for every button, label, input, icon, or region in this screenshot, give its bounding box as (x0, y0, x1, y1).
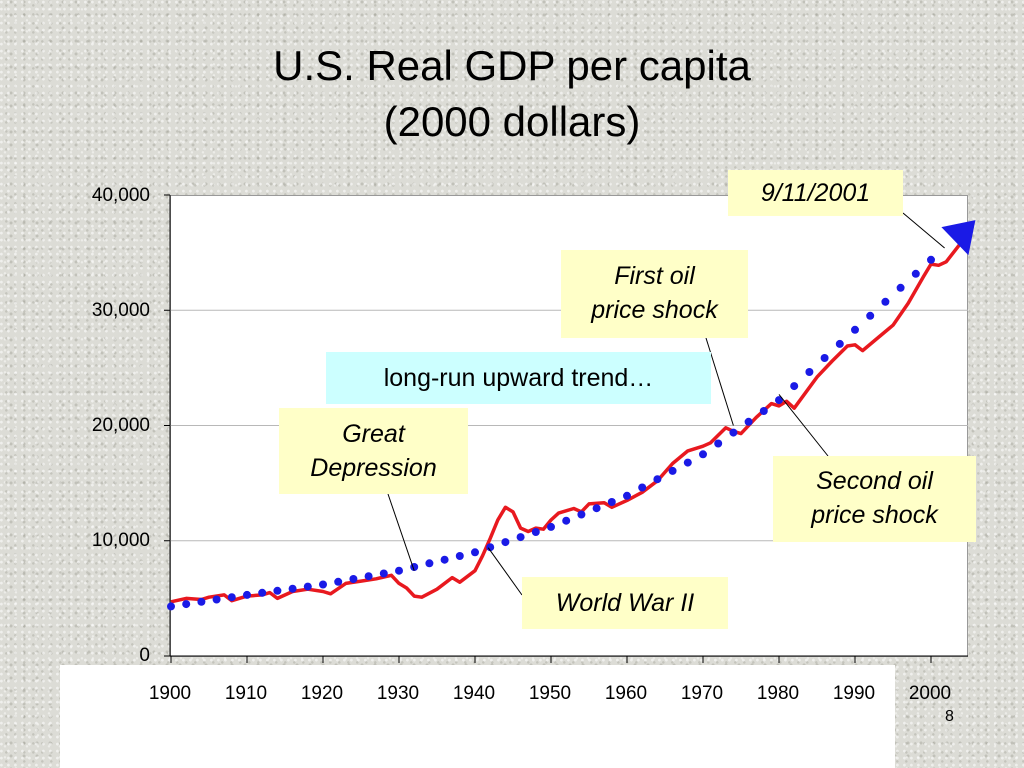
trend-dot (167, 602, 175, 611)
trend-dot (319, 580, 327, 589)
trend-dot (273, 586, 282, 595)
x-tick-label: 1990 (832, 683, 876, 704)
y-tick-label: 40,000 (91, 185, 150, 206)
trend-dot (607, 498, 616, 506)
trend-dot (364, 572, 373, 581)
trend-dot (927, 255, 935, 264)
trend-dot (790, 382, 799, 391)
trend-dot (744, 417, 753, 426)
x-tick-label: 1940 (452, 683, 496, 704)
callout-long-run-trend: long-run upward trend… (326, 352, 711, 404)
callout-first-oil-shock: First oil price shock (561, 250, 748, 338)
trend-arrowhead (941, 220, 976, 256)
trend-dot (896, 283, 905, 292)
x-tick-label: 1910 (224, 683, 268, 704)
title-line-1: U.S. Real GDP per capita (273, 42, 751, 89)
callout-first-oil-line2: price shock (591, 296, 718, 324)
trend-dot (212, 595, 221, 604)
trend-dot (243, 590, 251, 599)
callout-second-oil-line1: Second oil (816, 467, 933, 495)
trend-dot (699, 450, 707, 459)
leader-sept-11 (902, 212, 945, 249)
trend-dot (425, 559, 434, 568)
trend-dot (197, 597, 206, 606)
trend-dot (881, 297, 890, 306)
callout-first-oil-line1: First oil (614, 262, 695, 290)
x-tick-label: 1930 (376, 683, 420, 704)
trend-dot (683, 458, 692, 467)
gdp-series-line (170, 234, 971, 604)
trend-dot (577, 510, 586, 519)
trend-dot (227, 593, 236, 602)
trend-dot (258, 588, 267, 597)
trend-dot (820, 354, 829, 362)
bottom-panel (60, 665, 895, 768)
trend-dot (562, 516, 571, 525)
trend-dot (729, 428, 738, 437)
trend-dot (759, 407, 768, 415)
callout-second-oil-shock: Second oil price shock (773, 456, 976, 542)
trend-dot (395, 566, 403, 575)
trend-dot (638, 483, 647, 492)
x-tick-label: 1920 (300, 683, 344, 704)
title-line-2: (2000 dollars) (383, 98, 641, 145)
leader-world-war-ii (487, 547, 523, 596)
slide-title: U.S. Real GDP per capita (2000 dollars) (0, 38, 1024, 150)
trend-dot (379, 569, 388, 578)
y-tick-label: 0 (139, 645, 150, 666)
trend-dot (303, 582, 312, 591)
trend-dot (668, 466, 677, 475)
trend-dot (911, 269, 920, 278)
leader-second-oil (778, 394, 829, 457)
trend-dot (653, 475, 662, 484)
trend-dot (516, 533, 525, 542)
trend-dot (547, 522, 555, 531)
callout-great-depression-line1: Great (342, 420, 405, 448)
trend-dot (851, 325, 859, 334)
callout-great-depression: Great Depression (279, 408, 468, 494)
leader-great-depression (387, 493, 415, 571)
trend-dot (288, 584, 297, 593)
x-tick-label: 1950 (528, 683, 572, 704)
y-tick-label: 20,000 (91, 415, 150, 436)
callout-sept-11: 9/11/2001 (728, 170, 903, 216)
x-tick-label: 1970 (680, 683, 724, 704)
callout-world-war-ii: World War II (522, 577, 728, 629)
trend-dot (440, 555, 449, 564)
x-tick-label: 1960 (604, 683, 648, 704)
page-number: 8 (945, 708, 954, 725)
trend-dot (455, 552, 464, 560)
trend-dot (182, 600, 191, 609)
x-tick-label: 1900 (148, 683, 192, 704)
x-tick-label: 1980 (756, 683, 800, 704)
callout-great-depression-line2: Depression (310, 454, 437, 482)
trend-dot (805, 368, 814, 376)
trend-dot (334, 577, 343, 586)
trend-dot (714, 439, 723, 448)
trend-dot (501, 538, 510, 547)
trend-dot (835, 339, 844, 348)
y-tick-label: 30,000 (91, 300, 150, 321)
y-tick-label: 10,000 (91, 530, 150, 551)
trend-dot (592, 504, 601, 513)
trend-dot (349, 575, 358, 583)
x-tick-label: 2000 (908, 683, 952, 704)
trend-dot (866, 311, 875, 320)
trend-dot (531, 528, 540, 536)
trend-dot (486, 543, 495, 552)
trend-dot (775, 396, 783, 405)
trend-dot (471, 548, 479, 557)
callout-second-oil-line2: price shock (811, 501, 938, 529)
trend-dot (623, 491, 631, 500)
